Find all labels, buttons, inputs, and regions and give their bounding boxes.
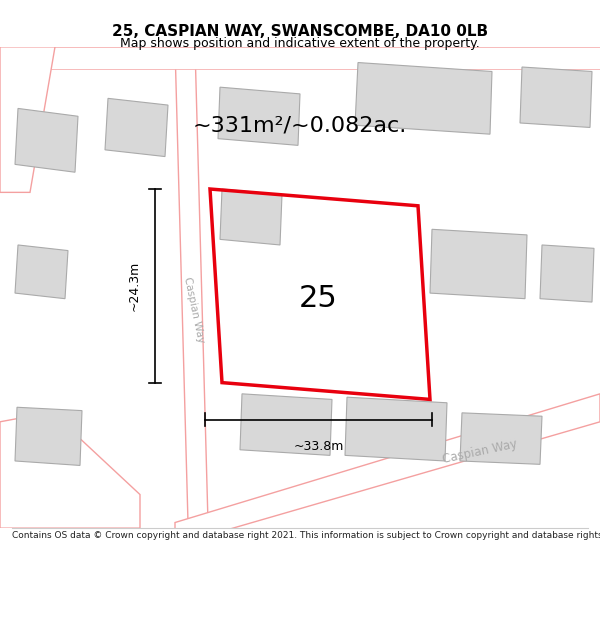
- Text: Caspian Way: Caspian Way: [182, 276, 206, 344]
- Polygon shape: [15, 245, 68, 299]
- Polygon shape: [520, 67, 592, 128]
- Text: 25: 25: [299, 284, 337, 313]
- Polygon shape: [0, 47, 600, 69]
- Text: ~331m²/~0.082ac.: ~331m²/~0.082ac.: [193, 115, 407, 135]
- Polygon shape: [345, 397, 447, 461]
- Text: ~33.8m: ~33.8m: [293, 440, 344, 452]
- Polygon shape: [0, 416, 140, 528]
- Polygon shape: [460, 413, 542, 464]
- Text: Map shows position and indicative extent of the property.: Map shows position and indicative extent…: [120, 38, 480, 51]
- Polygon shape: [540, 245, 594, 302]
- Text: 25, CASPIAN WAY, SWANSCOMBE, DA10 0LB: 25, CASPIAN WAY, SWANSCOMBE, DA10 0LB: [112, 24, 488, 39]
- Polygon shape: [0, 47, 55, 192]
- Text: ~24.3m: ~24.3m: [128, 261, 141, 311]
- Polygon shape: [15, 108, 78, 172]
- Text: Caspian Way: Caspian Way: [442, 438, 518, 466]
- Polygon shape: [220, 189, 282, 245]
- Polygon shape: [105, 98, 168, 156]
- Polygon shape: [430, 229, 527, 299]
- Polygon shape: [175, 47, 208, 522]
- Polygon shape: [175, 394, 600, 545]
- Polygon shape: [218, 87, 300, 146]
- Polygon shape: [240, 394, 332, 456]
- Text: Contains OS data © Crown copyright and database right 2021. This information is : Contains OS data © Crown copyright and d…: [12, 531, 600, 540]
- Polygon shape: [15, 408, 82, 466]
- Polygon shape: [355, 62, 492, 134]
